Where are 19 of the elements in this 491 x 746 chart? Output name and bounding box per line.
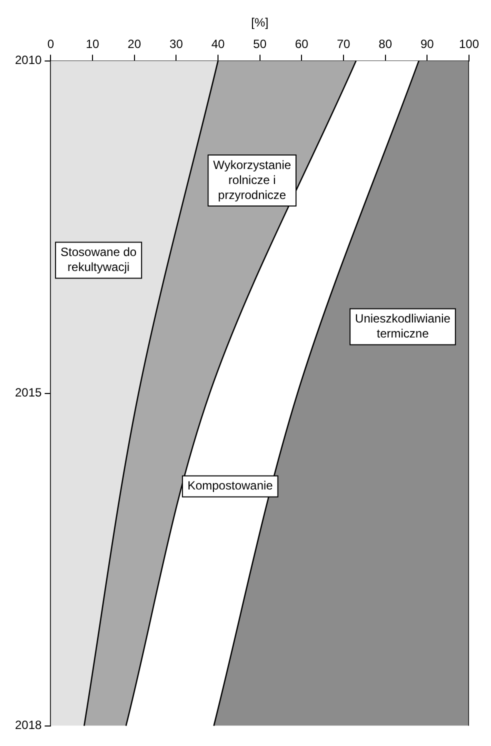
x-axis-title: [%] xyxy=(251,16,269,30)
x-tick-label: 90 xyxy=(420,36,434,51)
y-tick-label: 2015 xyxy=(14,386,42,400)
x-tick-label: 40 xyxy=(211,36,226,51)
x-tick-label: 100 xyxy=(458,36,480,51)
x-tick-label: 10 xyxy=(86,36,100,51)
x-tick-label: 70 xyxy=(336,36,351,51)
series-label: Wykorzystanie rolnicze i przyrodnicze xyxy=(213,158,292,202)
x-tick-label: 20 xyxy=(128,36,142,51)
y-tick-label: 2018 xyxy=(14,718,42,732)
x-tick-label: 60 xyxy=(295,36,309,51)
series-label: Kompostowanie xyxy=(187,478,274,493)
x-tick-label: 50 xyxy=(253,36,267,51)
x-tick-label: 0 xyxy=(47,36,54,51)
x-tick-label: 80 xyxy=(378,36,392,51)
y-tick-label: 2010 xyxy=(14,53,42,68)
series-label: Unieszkodliwianie termiczne xyxy=(355,312,451,341)
series-label: Stosowane do rekultywacji xyxy=(60,245,137,274)
x-tick-label: 30 xyxy=(170,36,184,51)
